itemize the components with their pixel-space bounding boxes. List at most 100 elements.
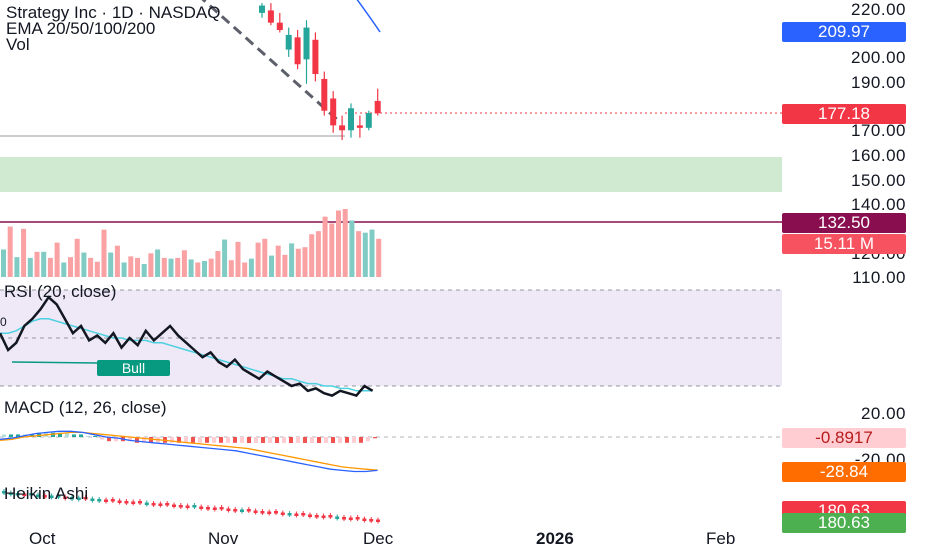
volume-bar	[148, 253, 154, 277]
price-candle	[285, 34, 292, 50]
ha-candle	[151, 503, 156, 506]
ha-candle	[76, 497, 81, 500]
rsi-title: RSI (20, close)	[4, 282, 117, 301]
volume-bar	[248, 258, 254, 277]
macd-hist-bar	[177, 437, 181, 443]
macd-hist-bar	[373, 437, 377, 439]
rsi-bull-divergence-line	[11, 361, 99, 364]
price-candle	[259, 5, 265, 13]
macd-lines	[0, 430, 378, 473]
ha-candle	[355, 517, 360, 520]
macd-hist-bar	[310, 437, 314, 443]
macd-hist-bar	[191, 437, 195, 443]
ha-candle	[83, 497, 88, 500]
volume-bar	[41, 251, 47, 277]
ha-candle	[192, 505, 197, 508]
price-tick: 150.00	[851, 171, 906, 190]
volume-bar	[121, 262, 127, 277]
volume-bar	[188, 259, 194, 277]
macd-hist-bar	[205, 437, 209, 443]
price-candle	[348, 108, 354, 131]
volume-bar	[376, 238, 382, 277]
volume-bar	[14, 257, 20, 277]
volume-bar	[302, 247, 308, 277]
ha-candle	[314, 515, 319, 518]
price-candle	[294, 37, 301, 65]
macd-hist-badge: -0.8917	[782, 428, 906, 448]
ha-candle	[267, 511, 272, 514]
volume-bar	[215, 251, 221, 277]
macd-hist-bar	[247, 437, 251, 443]
volume-bar	[336, 210, 341, 277]
volume-bar	[255, 242, 261, 277]
volume-bar	[295, 248, 301, 277]
price-tick: 160.00	[851, 146, 906, 165]
ha-candle	[219, 507, 224, 510]
ha-candle	[253, 510, 258, 513]
price-tick: 200.00	[851, 48, 906, 67]
volume-bar	[175, 257, 181, 277]
macd-signal-line	[0, 431, 378, 471]
price-candle	[267, 10, 274, 23]
volume-bars	[1, 209, 382, 277]
macd-hist-bar	[324, 437, 328, 443]
ha-candle	[97, 499, 102, 502]
heikin-ashi-candles	[2, 489, 380, 524]
volume-bar	[195, 262, 201, 277]
macd-hist-bar	[128, 437, 132, 442]
time-label-dec: Dec	[363, 529, 394, 548]
ha-candle	[42, 495, 47, 498]
macd-hist-bar	[142, 437, 146, 443]
last-price-badge: 177.18	[782, 104, 906, 124]
rsi-ma-line	[0, 318, 373, 392]
macd-line	[0, 430, 378, 473]
ha-candle	[138, 501, 142, 504]
ha-candle	[110, 499, 115, 502]
ha-candle	[274, 511, 278, 514]
ha-candle	[56, 495, 61, 498]
price-candle	[330, 98, 337, 126]
ha-candle	[63, 496, 68, 499]
macd-hist-bar	[114, 437, 118, 442]
macd-hist-bar	[261, 437, 265, 443]
macd-hist-bar	[352, 437, 356, 443]
macd-hist-bar	[2, 434, 6, 437]
ha-candle	[90, 498, 95, 501]
macd-tick: 20.00	[860, 404, 906, 423]
ha-candle	[280, 512, 285, 515]
ema-curve	[356, 0, 381, 33]
ha-candle	[22, 493, 27, 496]
ha-candle	[117, 500, 122, 503]
volume-bar	[61, 262, 67, 277]
macd-hist-bar	[9, 434, 13, 437]
ha-candle	[321, 515, 326, 518]
volume-bar	[21, 228, 27, 277]
ha-candle	[144, 502, 149, 505]
volume-bar	[128, 256, 134, 277]
ha-candle	[246, 509, 251, 512]
macd-hist-bar	[100, 437, 104, 440]
macd-hist-bar	[366, 437, 370, 442]
ha-candle	[335, 516, 340, 519]
volume-bar	[7, 226, 13, 277]
macd-hist-bar	[331, 437, 335, 443]
volume-bar	[54, 242, 60, 277]
volume-bar	[135, 257, 140, 277]
price-tick: 170.00	[851, 121, 906, 140]
ema-badge: 209.97	[782, 22, 906, 42]
price-tick: 110.00	[852, 268, 906, 287]
rsi-lines	[0, 295, 374, 398]
ha-candle	[328, 515, 333, 518]
volume-bar	[362, 232, 368, 277]
ha-candle	[15, 493, 20, 496]
ha-candle	[362, 518, 367, 521]
macd-hist-bar	[72, 434, 76, 437]
volume-bar	[235, 241, 241, 277]
macd-hist-bar	[170, 437, 174, 443]
price-candle	[321, 78, 328, 111]
ha-candle	[226, 508, 231, 511]
volume-bar	[181, 250, 187, 277]
price-candle	[356, 125, 363, 128]
macd-hist-bar	[107, 437, 111, 442]
ha-candle	[178, 505, 183, 508]
